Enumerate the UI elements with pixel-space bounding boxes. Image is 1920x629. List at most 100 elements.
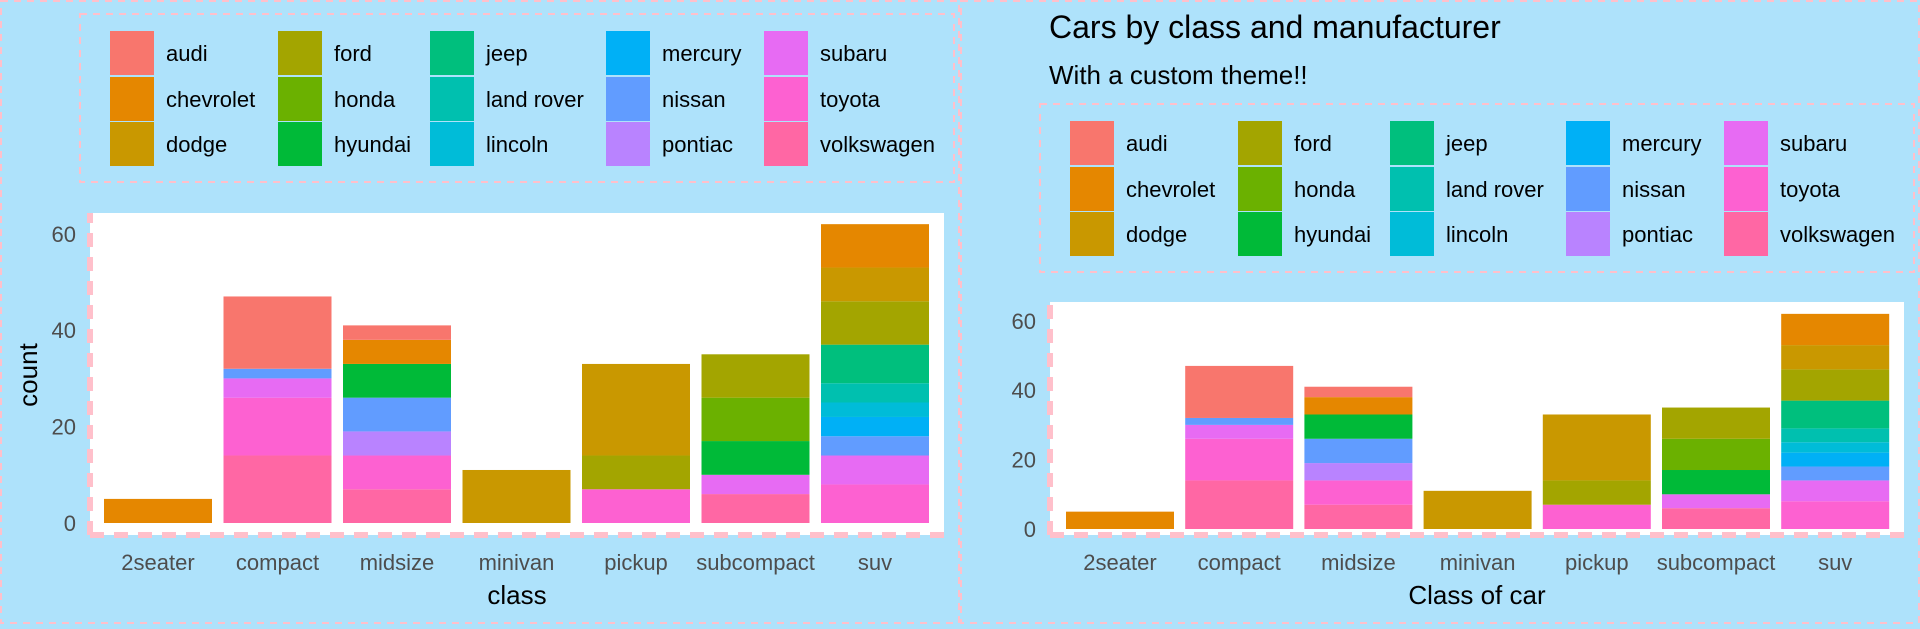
legend-swatch-volkswagen — [1724, 212, 1768, 256]
x-tick-label: subcompact — [1657, 550, 1776, 575]
bar-suv-dodge — [821, 267, 929, 302]
bar-subcompact-volkswagen — [1662, 508, 1770, 529]
bar-compact-subaru — [1185, 424, 1294, 439]
bar-midsize-toyota — [1304, 480, 1413, 505]
x-tick-label: minivan — [1440, 550, 1516, 575]
y-tick-label: 0 — [1024, 517, 1036, 542]
bar-compact-volkswagen — [1185, 480, 1294, 529]
bar-minivan-dodge — [462, 469, 571, 523]
bar-suv-subaru — [1781, 480, 1890, 502]
bar-compact-nissan — [223, 368, 332, 379]
legend-label-pontiac: pontiac — [662, 132, 733, 157]
x-tick-label: compact — [1198, 550, 1281, 575]
legend-swatch-audi — [110, 31, 154, 75]
bar-subcompact-volkswagen — [701, 494, 810, 523]
bar-subcompact-ford — [1662, 407, 1770, 439]
legend-label-lincoln: lincoln — [1446, 222, 1508, 247]
legend-label-jeep: jeep — [485, 41, 528, 66]
legend-swatch-mercury — [606, 31, 650, 75]
legend-swatch-hyundai — [1238, 212, 1282, 256]
bar-minivan-dodge — [1423, 490, 1532, 529]
y-tick-label: 40 — [1012, 378, 1036, 403]
bar-suv-land-rover — [821, 383, 929, 403]
x-axis-title-right: Class of car — [1408, 580, 1546, 610]
legend-label-mercury: mercury — [1622, 131, 1701, 156]
bar-midsize-pontiac — [1304, 463, 1413, 481]
y-tick-label: 20 — [52, 415, 76, 440]
chart-title: Cars by class and manufacturer — [1049, 9, 1501, 45]
bar-suv-nissan — [1781, 466, 1890, 481]
x-tick-label: compact — [236, 550, 319, 575]
legend-swatch-chevrolet — [110, 77, 154, 121]
x-axis-title-left: class — [487, 580, 546, 610]
legend-swatch-nissan — [606, 77, 650, 121]
bar-pickup-ford — [582, 455, 690, 490]
bar-compact-audi — [223, 296, 332, 369]
bar-suv-chevrolet — [1781, 313, 1890, 346]
legend-label-subaru: subaru — [1780, 131, 1847, 156]
x-tick-label: pickup — [604, 550, 668, 575]
bar-suv-ford — [821, 301, 929, 345]
bar-2seater-chevrolet — [104, 498, 212, 523]
legend-left: audi chevrolet dodge ford honda hyundai jeep la… — [79, 13, 955, 183]
y-tick-label: 40 — [52, 318, 76, 343]
x-tick-label: suv — [858, 550, 892, 575]
bar-suv-ford — [1781, 369, 1890, 401]
bar-suv-jeep — [1781, 400, 1890, 429]
bar-suv-toyota — [1781, 501, 1890, 529]
x-tick-label: pickup — [1565, 550, 1629, 575]
bar-midsize-volkswagen — [343, 489, 451, 523]
x-tick-label: midsize — [1321, 550, 1396, 575]
legend-label-jeep: jeep — [1445, 131, 1488, 156]
legend-label-ford: ford — [334, 41, 372, 66]
legend-swatch-toyota — [764, 77, 808, 121]
bar-compact-toyota — [1185, 438, 1294, 481]
legend-label-mercury: mercury — [662, 41, 741, 66]
legend-label-nissan: nissan — [662, 87, 726, 112]
bar-suv-chevrolet — [821, 224, 929, 268]
bar-midsize-nissan — [343, 397, 451, 432]
legend-swatch-land-rover — [430, 77, 474, 121]
legend-label-honda: honda — [1294, 177, 1356, 202]
legend-swatch-audi — [1070, 121, 1114, 165]
bar-suv-lincoln — [821, 402, 929, 417]
bar-compact-volkswagen — [223, 455, 332, 523]
legend-swatch-subaru — [1724, 121, 1768, 165]
bar-suv-mercury — [821, 416, 929, 437]
legend-label-lincoln: lincoln — [486, 132, 548, 157]
legend-label-land-rover: land rover — [1446, 177, 1544, 202]
legend-swatch-dodge — [1070, 212, 1114, 256]
bar-suv-land-rover — [1781, 428, 1890, 443]
bar-compact-nissan — [1185, 417, 1294, 425]
bar-subcompact-subaru — [701, 474, 810, 495]
legend-swatch-hyundai — [278, 122, 322, 166]
bar-suv-lincoln — [1781, 442, 1890, 453]
plot-left: 0 20 40 60 2seater compact midsize minivan picku… — [52, 213, 944, 575]
legend-swatch-toyota — [1724, 167, 1768, 211]
legend-swatch-subaru — [764, 31, 808, 75]
x-tick-label: 2seater — [121, 550, 194, 575]
chart-right: Cars by class and manufacturer With a cu… — [1012, 9, 1915, 610]
x-tick-label: subcompact — [696, 550, 815, 575]
bar-subcompact-subaru — [1662, 494, 1770, 509]
legend-label-audi: audi — [166, 41, 208, 66]
bar-subcompact-hyundai — [1662, 470, 1770, 495]
bar-pickup-dodge — [582, 363, 690, 456]
bar-midsize-pontiac — [343, 431, 451, 456]
chart-left: audi chevrolet dodge ford honda hyundai jeep la… — [13, 13, 955, 610]
bar-subcompact-honda — [1662, 438, 1770, 471]
legend-swatch-honda — [1238, 167, 1282, 211]
bar-subcompact-hyundai — [701, 441, 810, 475]
legend-label-honda: honda — [334, 87, 396, 112]
legend-label-toyota: toyota — [820, 87, 881, 112]
legend-label-volkswagen: volkswagen — [820, 132, 935, 157]
legend-swatch-nissan — [1566, 167, 1610, 211]
plot-right: 0 20 40 60 2seater compact midsize minivan picku… — [1012, 302, 1904, 575]
legend-swatch-pontiac — [606, 122, 650, 166]
y-axis-title-left: count — [13, 342, 43, 406]
legend-swatch-honda — [278, 77, 322, 121]
legend-label-subaru: subaru — [820, 41, 887, 66]
y-tick-label: 20 — [1012, 448, 1036, 473]
